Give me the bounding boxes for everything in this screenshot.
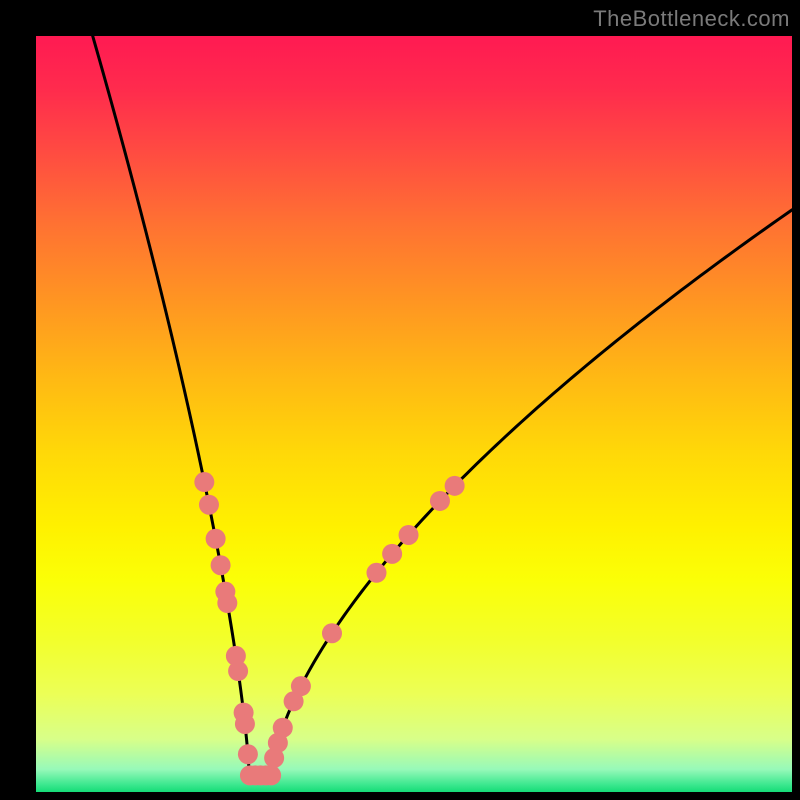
data-point-right-9 xyxy=(430,491,450,511)
gradient-background xyxy=(36,36,792,792)
data-point-left-5 xyxy=(217,593,237,613)
data-point-right-4 xyxy=(291,676,311,696)
data-point-left-7 xyxy=(228,661,248,681)
data-point-left-9 xyxy=(235,714,255,734)
data-point-left-10 xyxy=(238,744,258,764)
data-point-flat-4 xyxy=(261,765,281,785)
data-point-left-1 xyxy=(199,495,219,515)
data-point-right-5 xyxy=(322,623,342,643)
data-point-right-8 xyxy=(399,525,419,545)
data-point-left-2 xyxy=(206,529,226,549)
bottleneck-chart xyxy=(36,36,792,792)
data-point-right-10 xyxy=(445,476,465,496)
watermark-text: TheBottleneck.com xyxy=(593,6,790,32)
data-point-right-2 xyxy=(273,718,293,738)
data-point-right-7 xyxy=(382,544,402,564)
data-point-right-6 xyxy=(366,563,386,583)
data-point-left-0 xyxy=(194,472,214,492)
data-point-left-3 xyxy=(211,555,231,575)
